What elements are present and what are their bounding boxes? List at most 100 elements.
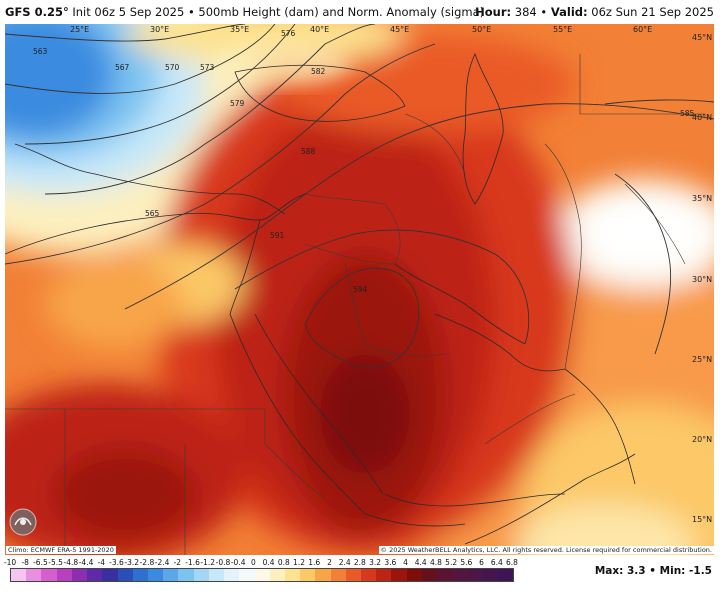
colorbar-tick-label: 2.4 <box>338 558 351 567</box>
header-left: GFS 0.25° Init 06z 5 Sep 2025 • 500mb He… <box>5 5 485 19</box>
colorbar-swatch <box>406 569 422 581</box>
chart-header: GFS 0.25° Init 06z 5 Sep 2025 • 500mb He… <box>0 0 720 24</box>
contour-label: 576 <box>281 29 296 38</box>
lon-label: 30°E <box>150 25 169 34</box>
hour-label: Hour: <box>475 5 512 19</box>
colorbar-swatch <box>391 569 407 581</box>
contour-label: 573 <box>200 63 215 72</box>
lon-label: 50°E <box>472 25 491 34</box>
colorbar-swatch <box>284 569 301 581</box>
min-label: Min: <box>659 565 686 577</box>
colorbar-tick-label: -1.2 <box>200 558 216 567</box>
colorbar-swatch <box>300 569 316 581</box>
product-name: 500mb Height (dam) and Norm. Anomaly (si… <box>198 5 485 19</box>
min-value: -1.5 <box>689 565 712 577</box>
colorbar-tick-label: 4.4 <box>414 558 427 567</box>
colorbar-swatch <box>11 569 27 581</box>
contour-label: 563 <box>33 47 48 56</box>
colorbar-tick-label: -3.6 <box>109 558 124 567</box>
colorbar-swatch <box>41 569 57 581</box>
valid-label: Valid: <box>550 5 588 19</box>
lon-label: 55°E <box>553 25 572 34</box>
contour-label: 594 <box>353 285 368 294</box>
colorbar-swatch <box>224 569 240 581</box>
longitude-labels: 25°E 30°E 35°E 40°E 45°E 50°E 55°E 60°E <box>70 25 652 34</box>
contour-label: 567 <box>115 63 130 72</box>
lon-label: 25°E <box>70 25 89 34</box>
contour-label: 588 <box>301 147 316 156</box>
contour-label: 585 <box>680 109 695 118</box>
max-label: Max: <box>594 565 624 577</box>
latitude-labels: 45°N 40°N 35°N 30°N 25°N 20°N 15°N <box>692 33 712 524</box>
lat-label: 15°N <box>692 515 712 524</box>
colorbar-swatch <box>178 569 194 581</box>
colorbar-tick-label: -2.8 <box>139 558 155 567</box>
colorbar-tick-label: 0 <box>251 558 256 567</box>
forecast-hour: 384 <box>514 5 537 19</box>
colorbar-swatch <box>330 569 346 581</box>
colorbar-ticks: -10 -8 -6.5 -5.5 -4.8 -4.4 -4 -3.6 -3.2 -2.8 -2.4-… <box>4 558 524 568</box>
lon-label: 35°E <box>230 25 249 34</box>
coastlines <box>5 52 636 545</box>
colorbar-swatch <box>26 569 42 581</box>
colorbar-swatch <box>467 569 483 581</box>
colorbar-tick-label: -2.4 <box>154 558 170 567</box>
colorbar-tick-label: 5.2 <box>445 558 458 567</box>
colorbar-tick-label: -2 <box>173 558 182 567</box>
lat-label: 35°N <box>692 194 712 203</box>
colorbar-tick-label: -8 <box>21 558 29 567</box>
colorbar-swatch <box>254 569 270 581</box>
contour-label: 591 <box>270 231 285 240</box>
colorbar-swatch <box>269 569 285 581</box>
lat-label: 20°N <box>692 435 712 444</box>
colorbar-tick-label: -5.5 <box>48 558 63 567</box>
colorbar-tick-label: 2 <box>327 558 332 567</box>
colorbar-swatch <box>376 569 392 581</box>
lon-label: 40°E <box>310 25 329 34</box>
lat-label: 40°N <box>692 113 712 122</box>
init-time: Init 06z 5 Sep 2025 <box>72 5 185 19</box>
colorbar-tick-label: 0.8 <box>277 558 290 567</box>
colorbar-tick-label: -10 <box>3 558 17 567</box>
lon-label: 45°E <box>390 25 409 34</box>
colorbar-tick-label: -4.8 <box>63 558 79 567</box>
colorbar-swatch <box>102 569 118 581</box>
colorbar-swatch <box>421 569 438 581</box>
colorbar-swatch <box>239 569 255 581</box>
colorbar-tick-label: -4 <box>97 558 106 567</box>
valid-time: 06z Sun 21 Sep 2025 <box>591 5 714 19</box>
contour-label: 570 <box>165 63 180 72</box>
max-value: 3.3 <box>627 565 646 577</box>
lat-label: 45°N <box>692 33 712 42</box>
colorbar-tick-label: 0.4 <box>262 558 275 567</box>
colorbar-tick-label: 4 <box>403 558 408 567</box>
colorbar-swatch <box>345 569 362 581</box>
colorbar-swatch <box>87 569 103 581</box>
colorbar-tick-label: 1.6 <box>308 558 321 567</box>
colorbar-swatch <box>147 569 164 581</box>
colorbar-tick-label: -0.8 <box>215 558 231 567</box>
contour-label: 579 <box>230 99 245 108</box>
colorbar-tick-label: -1.6 <box>185 558 200 567</box>
colorbar-tick-label: 6.4 <box>490 558 503 567</box>
contour-label: 582 <box>311 67 326 76</box>
colorbar-swatch <box>482 569 498 581</box>
colorbar-swatch <box>163 569 179 581</box>
copyright-note: © 2025 WeatherBELL Analytics, LLC. All r… <box>378 546 714 554</box>
lon-label: 60°E <box>633 25 652 34</box>
contour-label-group: 563 567 570 573 576 579 582 588 591 594 … <box>33 29 695 294</box>
colorbar-swatch <box>437 569 453 581</box>
colorbar <box>10 568 514 582</box>
colorbar-tick-label: 1.2 <box>293 558 305 567</box>
colorbar-tick-label: -0.4 <box>230 558 246 567</box>
colorbar-tick-label: 3.6 <box>384 558 397 567</box>
contour-label: 565 <box>145 209 160 218</box>
header-right: Hour: 384 • Valid: 06z Sun 21 Sep 2025 <box>475 5 714 19</box>
country-borders <box>5 54 705 555</box>
colorbar-tick-label: -4.4 <box>78 558 94 567</box>
lat-label: 25°N <box>692 355 712 364</box>
colorbar-tick-label: 6 <box>479 558 484 567</box>
model-name: GFS 0.25° <box>5 5 69 19</box>
anomaly-map: 563 567 570 573 576 579 582 588 591 594 … <box>5 24 714 555</box>
map-svg: 563 567 570 573 576 579 582 588 591 594 … <box>5 24 714 555</box>
